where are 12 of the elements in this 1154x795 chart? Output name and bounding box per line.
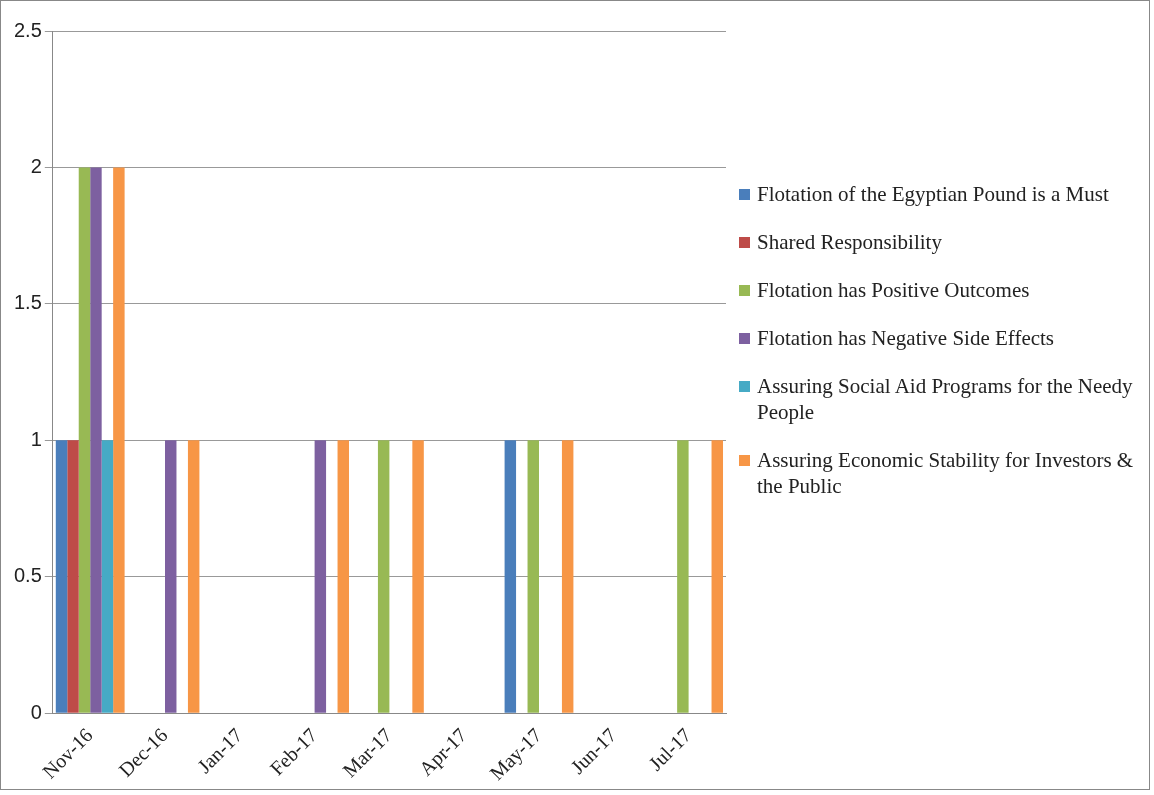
legend-label: Flotation of the Egyptian Pound is a Must — [757, 181, 1109, 207]
legend-label: Assuring Social Aid Programs for the Needy People — [757, 373, 1134, 425]
y-tick-label: 1 — [30, 427, 42, 450]
legend-label: Flotation has Positive Outcomes — [757, 277, 1030, 303]
y-tick-label: 2 — [30, 154, 42, 177]
y-tick-label: 0.5 — [13, 564, 42, 587]
legend-label: Assuring Economic Stability for Investors & the Public — [757, 447, 1135, 499]
legend-label: Shared Responsibility — [757, 229, 942, 255]
y-tick-label: 0 — [30, 700, 42, 723]
y-tick-label: 2.5 — [13, 18, 42, 41]
legend-label: Flotation has Negative Side Effects — [757, 325, 1055, 351]
y-tick-label: 1.5 — [13, 291, 42, 314]
